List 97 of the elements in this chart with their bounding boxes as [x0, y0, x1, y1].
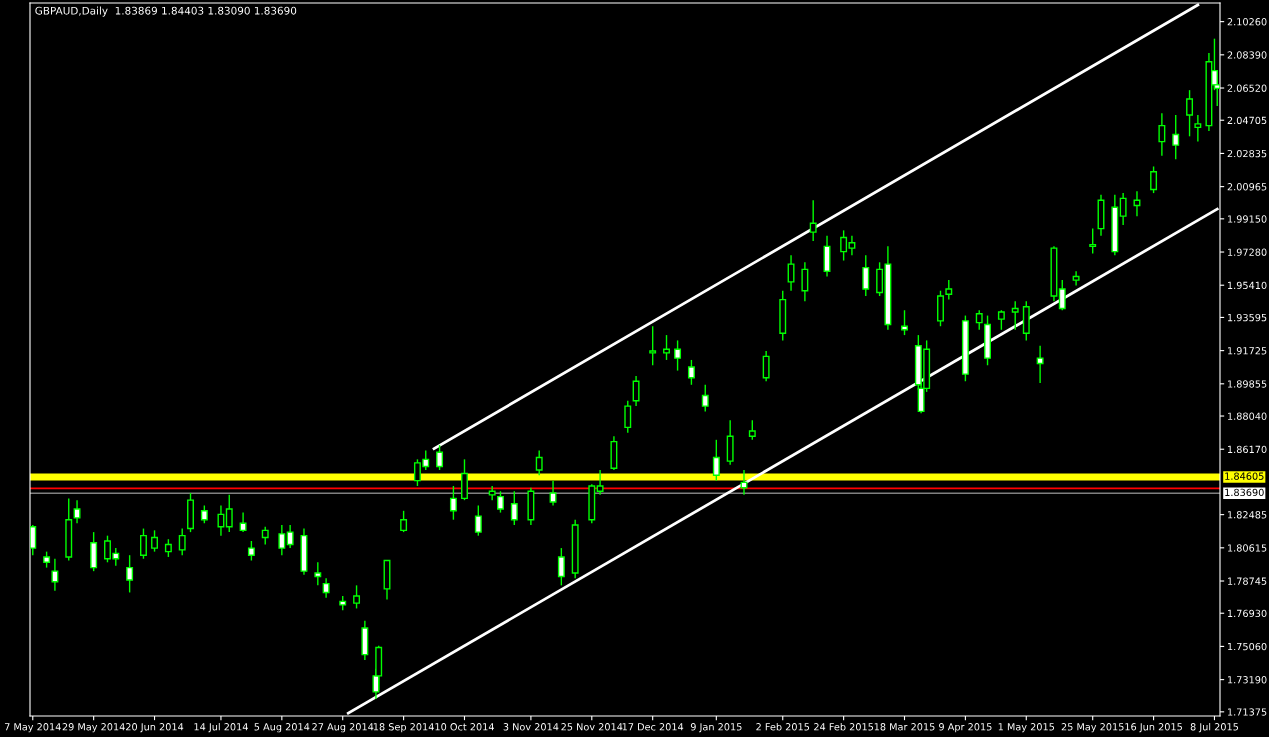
candlestick	[140, 527, 147, 560]
candlestick	[701, 384, 709, 413]
candlestick	[712, 439, 720, 482]
x-tick-label: 25 Nov 2014	[561, 723, 623, 731]
x-tick-label: 27 Aug 2014	[312, 723, 374, 733]
candlestick	[497, 490, 504, 514]
candlestick	[809, 199, 817, 242]
y-tick-label: 2.04705	[1227, 116, 1267, 125]
candlestick	[239, 511, 247, 533]
candlestick	[1194, 114, 1202, 143]
x-tick-label: 20 Jun 2014	[126, 723, 184, 733]
candlestick	[1150, 165, 1158, 194]
candlestick	[286, 524, 294, 549]
y-tick-label: 1.86170	[1228, 445, 1267, 454]
y-tick-label: 1.99150	[1228, 215, 1267, 223]
candlestick	[449, 485, 457, 521]
x-tick-label: 2 Feb 2015	[756, 722, 810, 731]
y-tick-label: 2.08390	[1227, 51, 1267, 59]
candlestick	[801, 261, 809, 303]
ref-line-label: 1.84605	[1225, 472, 1264, 480]
candlestick	[549, 479, 557, 507]
chart-title: GBPAUD,Daily 1.83869 1.84403 1.83090 1.83690	[35, 6, 297, 17]
x-tick-label: 9 Jan 2015	[690, 723, 742, 733]
y-tick-label: 1.78745	[1228, 577, 1267, 585]
ref-line-label: 1.83690	[1225, 488, 1264, 497]
candlestick	[1089, 227, 1097, 255]
candlestick	[126, 554, 134, 594]
candlestick	[322, 577, 330, 599]
y-tick-label: 1.73190	[1228, 676, 1267, 684]
y-tick-label: 1.97280	[1228, 248, 1267, 256]
x-tick-label: 8 Jul 2015	[1190, 722, 1239, 733]
x-tick-label: 29 May 2014	[62, 723, 125, 733]
y-tick-label: 1.82485	[1228, 511, 1267, 519]
x-tick-label: 5 Aug 2014	[254, 723, 310, 733]
x-tick-label: 18 Mar 2015	[874, 723, 935, 731]
candlestick	[787, 254, 795, 292]
candlestick	[557, 547, 565, 587]
candlestick	[1072, 270, 1080, 287]
candlestick	[862, 254, 870, 297]
candlestick	[400, 510, 408, 533]
candlestick	[474, 504, 482, 537]
y-tick-label: 1.93595	[1228, 313, 1267, 322]
candlestick	[674, 339, 682, 372]
x-tick-label: 1 May 2015	[998, 723, 1055, 733]
y-tick-label: 1.71375	[1228, 708, 1267, 716]
y-tick-label: 2.10260	[1227, 18, 1267, 26]
y-tick-label: 1.95410	[1228, 281, 1267, 290]
x-tick-label: 25 May 2015	[1061, 723, 1124, 733]
candlestick	[687, 359, 695, 386]
candlestick	[314, 561, 322, 587]
candlestick	[1011, 300, 1019, 331]
y-tick-label: 1.75060	[1228, 642, 1267, 651]
y-tick-label: 1.76930	[1228, 609, 1267, 618]
candlestick	[1058, 279, 1066, 311]
y-tick-label: 1.91725	[1228, 347, 1267, 355]
candlestick	[1036, 345, 1044, 384]
candlestick	[247, 540, 255, 562]
candlestick	[1119, 192, 1127, 226]
y-tick-label: 2.02835	[1227, 149, 1267, 158]
candlestick	[1172, 114, 1180, 161]
candlestick	[762, 350, 770, 382]
candlestick	[975, 309, 983, 331]
candlestick	[624, 400, 632, 434]
x-tick-label: 7 May 2014	[4, 723, 61, 733]
candlestick	[997, 309, 1005, 331]
y-tick-label: 1.89855	[1228, 380, 1267, 388]
candlestick	[596, 469, 604, 496]
candlestick	[51, 558, 59, 592]
candlestick	[225, 494, 233, 533]
candlestick	[217, 504, 225, 537]
candlestick	[510, 490, 518, 526]
y-tick-label: 2.00965	[1227, 183, 1267, 191]
y-tick-label: 1.80615	[1228, 544, 1267, 552]
candlestick	[353, 584, 361, 610]
candlestick	[151, 529, 158, 553]
candlestick	[178, 527, 186, 556]
candlestick	[1186, 89, 1194, 137]
candlestick	[278, 524, 286, 556]
x-tick-label: 24 Feb 2015	[814, 722, 874, 731]
candlestick	[663, 334, 670, 361]
candlestick	[73, 499, 81, 524]
candlestick	[535, 449, 543, 477]
candlestick	[488, 485, 496, 501]
x-tick-label: 3 Nov 2014	[503, 723, 559, 731]
x-tick-label: 16 Jun 2015	[1125, 723, 1182, 733]
candlestick	[945, 279, 953, 301]
x-tick-label: 10 Oct 2014	[435, 723, 494, 731]
x-tick-label: 18 Sep 2014	[373, 723, 434, 733]
candlestick	[748, 419, 756, 441]
y-tick-label: 1.88040	[1228, 412, 1267, 420]
candlestick	[1158, 112, 1166, 157]
x-tick-label: 17 Dec 2014	[622, 723, 684, 731]
candlestick	[632, 375, 640, 407]
candlestick	[649, 325, 657, 366]
x-tick-label: 14 Jul 2014	[194, 722, 248, 733]
y-tick-label: 2.06520	[1227, 84, 1267, 92]
x-tick-label: 9 Apr 2015	[939, 723, 992, 733]
